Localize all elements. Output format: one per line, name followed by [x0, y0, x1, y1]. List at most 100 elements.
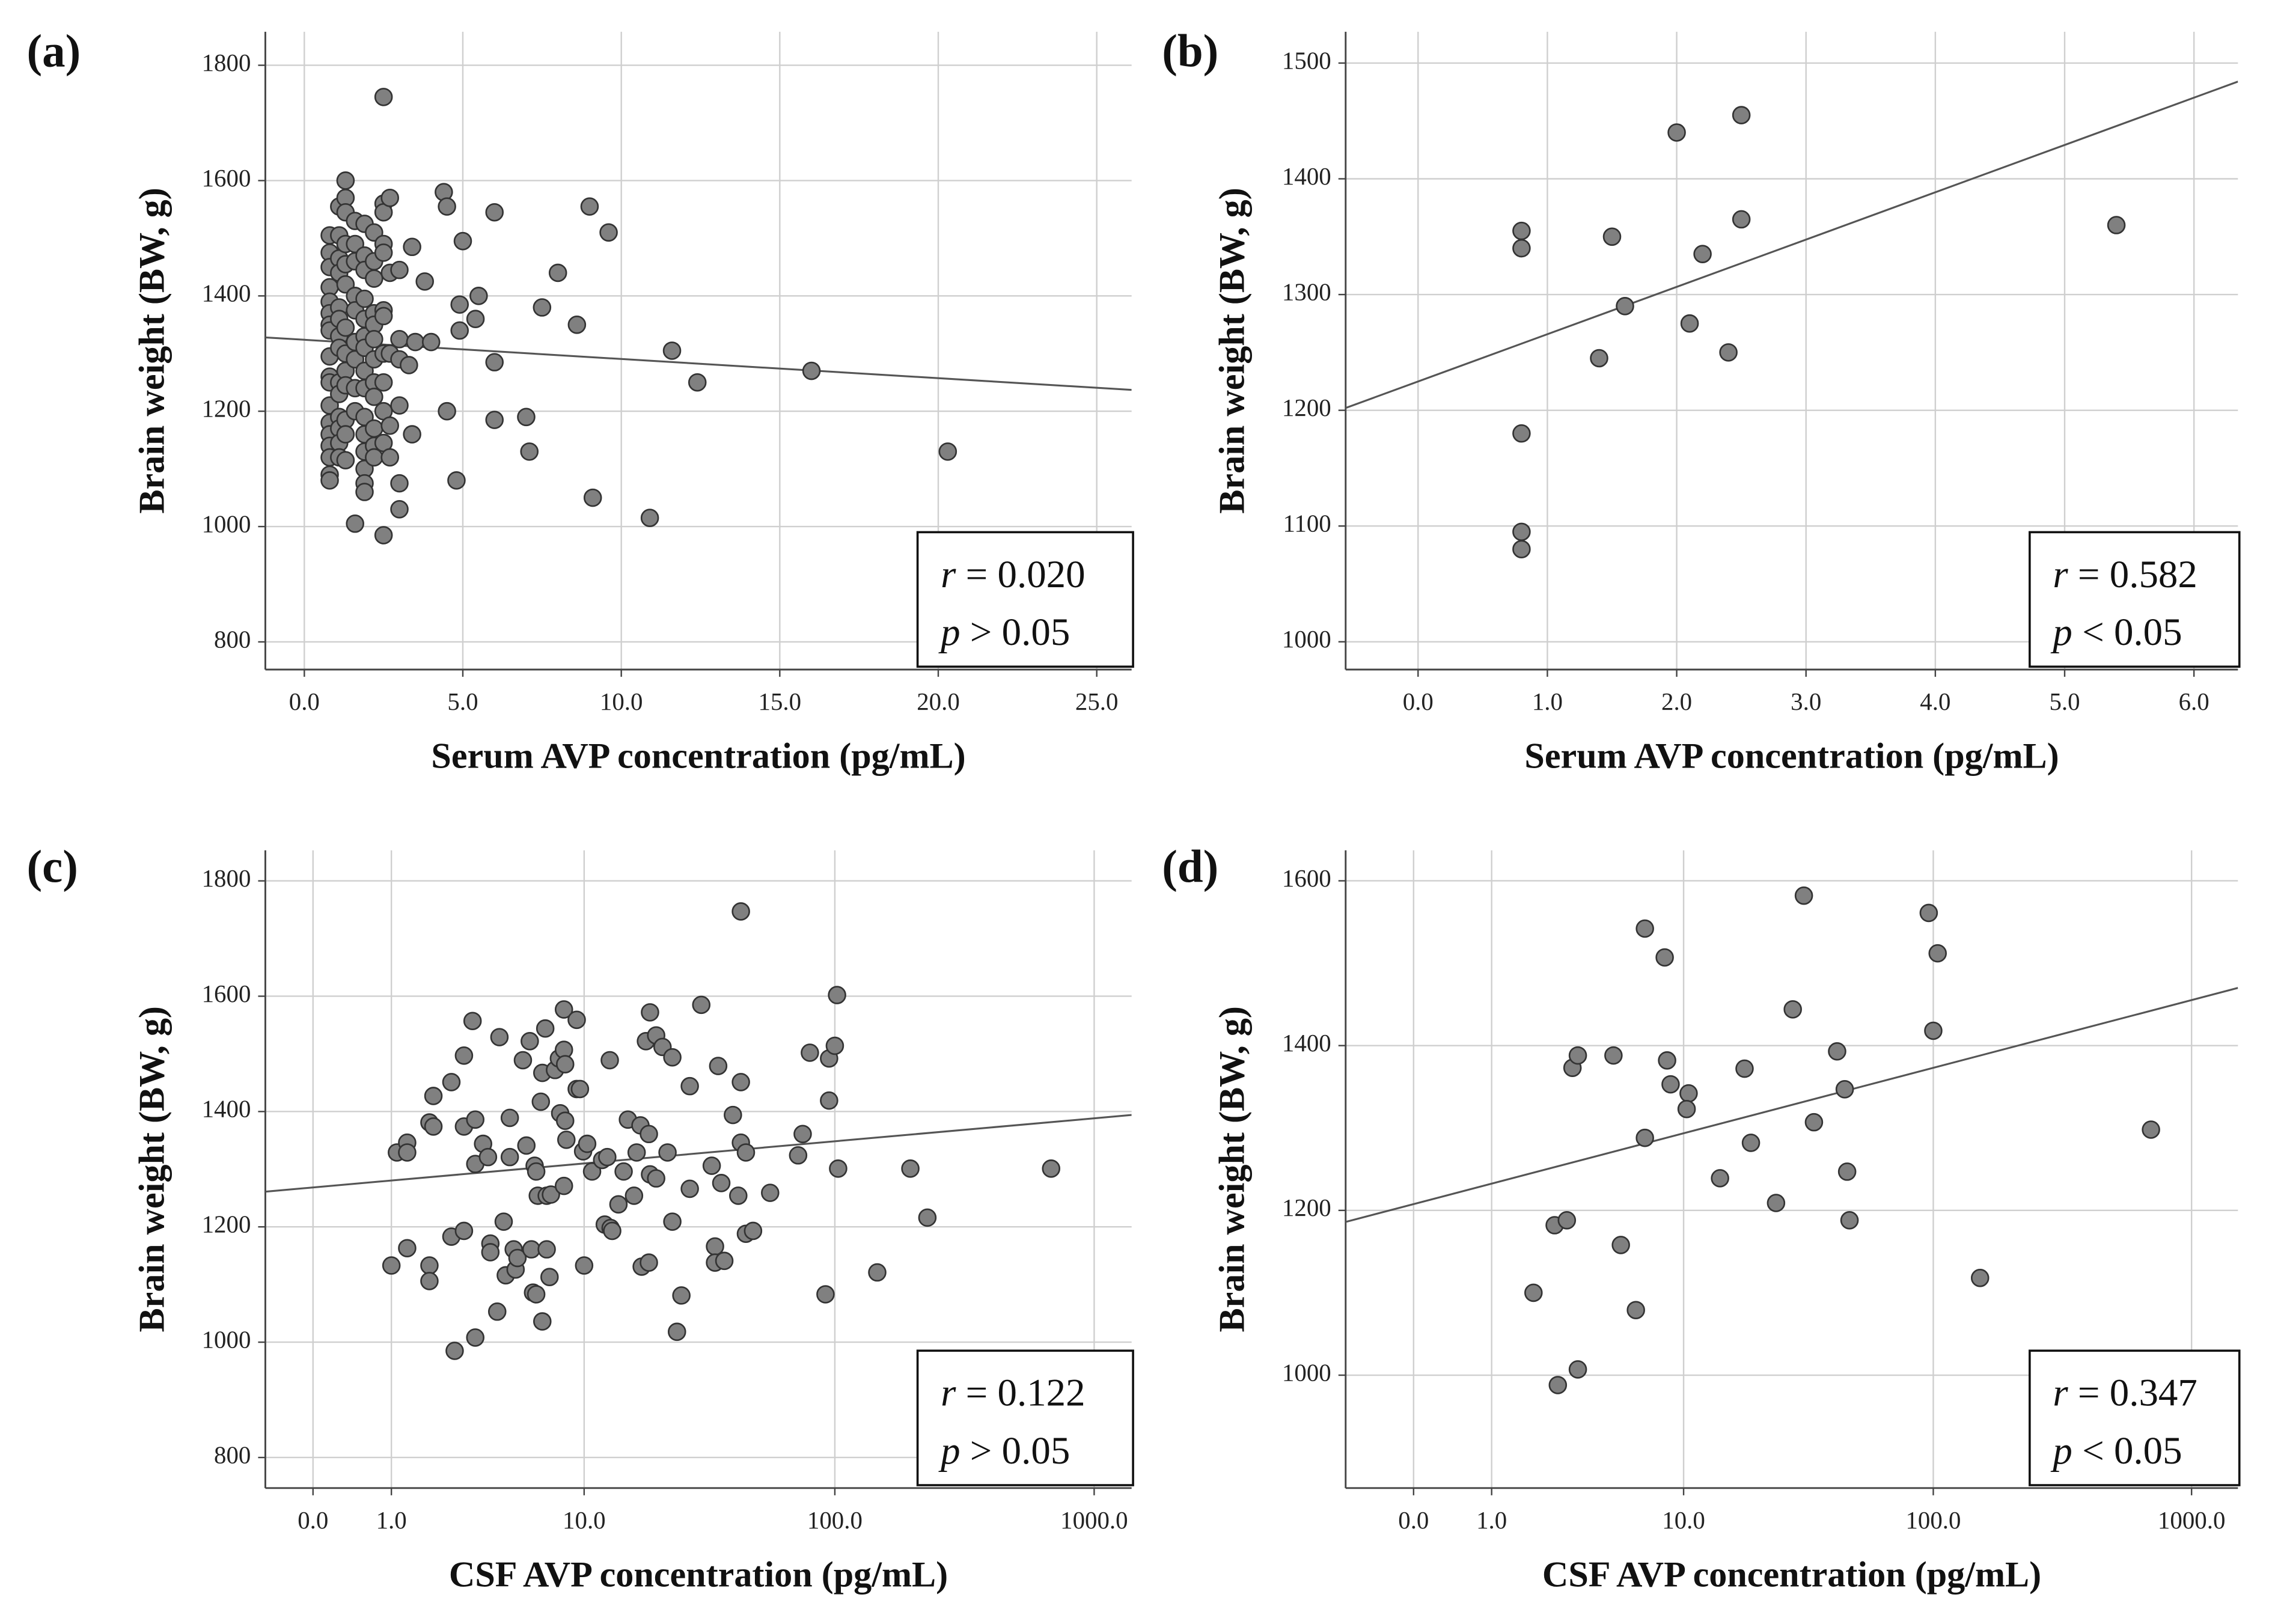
x-tick-label: 0.0	[1398, 1507, 1429, 1534]
x-tick-label: 25.0	[1075, 688, 1119, 715]
point	[494, 1212, 513, 1231]
point	[421, 332, 441, 352]
point	[578, 1134, 597, 1153]
point	[709, 1057, 728, 1075]
point	[390, 330, 409, 349]
y-tick-label: 1200	[1282, 1194, 1331, 1221]
point	[640, 1125, 658, 1144]
point	[625, 1186, 644, 1205]
point	[789, 1146, 808, 1165]
x-tick-label: 5.0	[2049, 688, 2080, 715]
stat-symbol: p	[2050, 611, 2072, 654]
point	[508, 1248, 527, 1268]
point	[450, 295, 469, 314]
stat-line: p < 0.05	[2050, 611, 2182, 654]
point	[522, 1240, 541, 1259]
point	[365, 269, 383, 288]
point	[374, 88, 393, 106]
point	[554, 1176, 573, 1195]
y-tick-label: 1400	[1282, 163, 1331, 190]
point	[400, 356, 418, 374]
point	[1635, 919, 1654, 938]
point	[513, 1051, 533, 1070]
x-tick-label: 2.0	[1661, 688, 1692, 715]
point	[609, 1195, 628, 1214]
stat-text: = 0.582	[2078, 553, 2197, 596]
point	[567, 316, 587, 334]
point	[692, 995, 711, 1015]
stat-text: > 0.05	[970, 1429, 1070, 1473]
point	[557, 1131, 576, 1149]
point	[1919, 903, 1938, 923]
point	[1924, 1021, 1943, 1040]
x-tick-label: 15.0	[759, 688, 802, 715]
point	[420, 1256, 439, 1275]
point	[680, 1179, 699, 1198]
stat-line: r = 0.582	[2053, 553, 2197, 596]
point	[1655, 948, 1674, 967]
stat-line: r = 0.122	[941, 1372, 1086, 1415]
fit-line	[1345, 81, 2238, 409]
point	[517, 1136, 536, 1155]
x-axis-title: CSF AVP concentration (pg/mL)	[1542, 1554, 2041, 1595]
point	[374, 526, 393, 545]
point	[729, 1186, 748, 1205]
point	[398, 1143, 417, 1162]
point	[555, 1111, 575, 1130]
point	[1970, 1268, 1990, 1287]
point	[1828, 1042, 1846, 1061]
point	[390, 474, 409, 493]
point	[1512, 239, 1531, 258]
point	[744, 1221, 763, 1241]
stat-line: p < 0.05	[2050, 1429, 2182, 1473]
point	[816, 1285, 835, 1304]
point	[627, 1143, 646, 1162]
x-tick-label: 6.0	[2179, 688, 2209, 715]
point	[320, 471, 339, 490]
point	[531, 1092, 551, 1111]
stat-text: < 0.05	[2082, 1429, 2182, 1473]
point	[828, 986, 846, 1004]
point	[600, 1051, 619, 1070]
point	[453, 231, 472, 251]
point	[731, 1073, 750, 1091]
point	[485, 411, 504, 429]
point	[2107, 216, 2126, 234]
point	[555, 1055, 575, 1073]
panel-label: (d)	[1162, 841, 1218, 893]
point	[1928, 944, 1947, 963]
point	[438, 401, 456, 421]
point	[1794, 886, 1813, 905]
point	[641, 1003, 659, 1022]
point	[336, 171, 355, 190]
point	[442, 1073, 461, 1091]
stat-box	[2029, 531, 2241, 668]
point	[672, 1286, 691, 1305]
point	[500, 1147, 519, 1167]
point	[527, 1285, 546, 1304]
x-tick-label: 1.0	[1476, 1507, 1507, 1534]
point	[1732, 210, 1751, 229]
point	[478, 1147, 498, 1167]
point	[663, 1212, 682, 1231]
point	[487, 1302, 507, 1321]
point	[424, 1087, 443, 1105]
point	[438, 197, 456, 216]
x-tick-label: 1000.0	[2158, 1507, 2225, 1534]
point	[1667, 123, 1686, 142]
point	[1548, 1376, 1568, 1394]
point	[336, 425, 355, 444]
point	[537, 1240, 556, 1259]
stat-box	[916, 1349, 1134, 1486]
point	[355, 289, 374, 308]
stat-symbol: r	[941, 553, 956, 596]
point	[1679, 1084, 1698, 1103]
y-tick-label: 1400	[202, 1096, 251, 1123]
point	[1590, 349, 1608, 368]
point	[481, 1243, 500, 1262]
y-tick-label: 800	[214, 626, 251, 653]
x-tick-label: 100.0	[1905, 1507, 1961, 1534]
point	[1611, 1236, 1630, 1254]
point	[724, 1105, 742, 1125]
